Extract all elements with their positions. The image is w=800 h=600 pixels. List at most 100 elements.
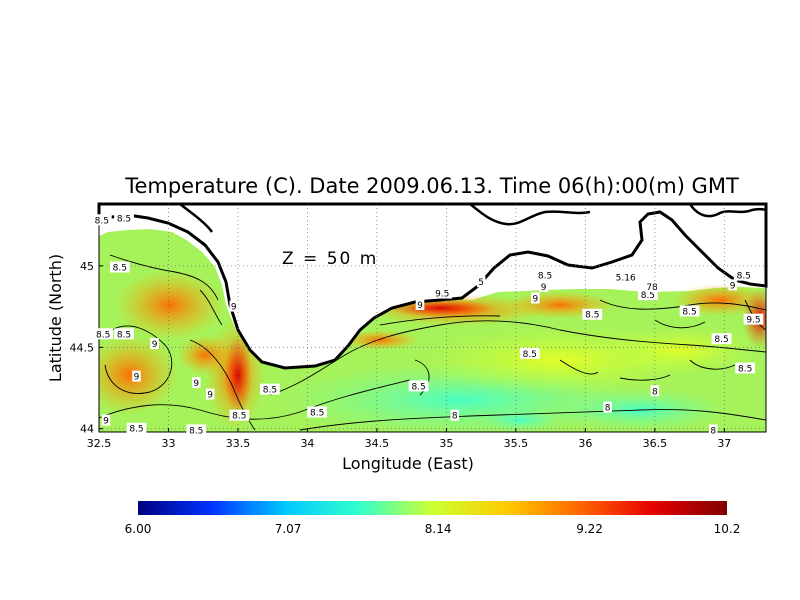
contour-label: 8.5 [263,386,277,396]
contour-label-bg [450,409,460,421]
y-tick-label: 44 [80,423,94,436]
contour-label-bg [229,409,250,421]
contour-label: 8.5 [714,335,728,345]
contour-label: 8.5 [538,272,552,282]
contour-label: 5 [478,278,484,288]
contour-label-bg [186,424,207,436]
y-axis-ticks: 44 44.5 45 [70,260,103,436]
colorbar-tick-label: 7.07 [275,522,302,536]
contour-label: 8 [605,404,611,414]
x-tick-label: 34.5 [365,437,390,450]
contour-label-bg [126,422,147,434]
contour-label: 9 [207,391,213,401]
contour-label-bg [582,308,603,320]
contour-label-bg [109,261,130,273]
x-tick-label: 32.5 [87,437,112,450]
contour-label-bg [93,328,114,340]
chart-title: Temperature (C). Date 2009.06.13. Time 0… [124,174,739,198]
contour-label: 8.5 [523,350,537,360]
crimea-land [97,202,768,370]
contour-label: 8.5 [96,330,110,340]
contour-label: 8.5 [310,408,324,418]
contour-label: 8.5 [95,216,109,226]
contour-label-bg [728,279,737,291]
contour-label-bg [408,380,429,392]
contour-label-bg [711,333,732,345]
contour-labels: 8.5 8.58.58.5 8.59998.59998.58.58.58.59.59… [91,212,764,436]
contour-label-bg [519,347,540,359]
contour-label-bg [415,298,425,310]
contour-label-bg [679,305,700,317]
contour-label-bg [708,424,718,436]
contour-label-bg [91,214,112,226]
x-tick-label: 33.5 [226,437,251,450]
contour-label: 8.5 [738,364,752,374]
x-axis-label: Longitude (East) [342,454,474,473]
contour-label-bg [637,289,658,301]
contour-label-bg [612,271,639,283]
x-tick-label: 37 [717,437,731,450]
contour-label-bg [229,300,239,312]
contour-label: 9 [103,417,109,427]
contour-label-bg [191,377,201,389]
colorbar-tick-label: 9.22 [576,522,603,536]
colorbar-tick-label: 8.14 [425,522,452,536]
contour-label-bg [539,281,548,293]
contour-label-bg [132,370,141,382]
contour-label: 9 [532,294,538,304]
contour-label: 9 [193,379,199,389]
contour-label: 8.5 [232,412,246,422]
contour-label-bg [150,338,159,350]
contour-label: 8.5 [189,426,203,436]
contour-label: 8.5 [113,264,127,274]
contour-label: 8.5 [641,291,655,301]
contour-label-bg [735,362,756,374]
contour-label-bg [603,401,612,413]
contour-label: 9 [541,283,547,293]
contour-label-bg [531,292,540,304]
contour-label: 8.5 [585,311,599,321]
y-tick-label: 45 [80,260,94,273]
contour-label: 8.5 [737,272,751,282]
contour-label-bg [535,269,555,281]
contour-label: 9 [730,281,736,291]
plot-frame [98,203,767,433]
contour-label: 8.5 [117,330,131,340]
x-tick-label: 36.5 [643,437,668,450]
contour-label-bg [432,287,453,299]
contour-label-bg [260,383,280,395]
colorbar-tick-label: 6.00 [125,522,152,536]
contour-label: 78 [646,283,658,293]
contour-label-bg [476,276,486,288]
contour-label-bg [114,328,134,340]
contour-label-bg [101,414,111,426]
colorbar-labels: 6.00 7.07 8.14 9.22 10.2 [125,522,741,536]
contour-label-bg [650,385,660,397]
contour-label: 9.5 [746,316,760,326]
colorbar: 6.00 7.07 8.14 9.22 10.2 [125,501,741,536]
colorbar-bar [138,501,727,515]
contour-label-bg [307,406,328,418]
taman-shore [688,203,767,218]
contour-label-bg [743,313,764,325]
contour-label-bg [733,269,754,281]
y-tick-label: 44.5 [70,341,95,354]
contour-label: 8 [452,412,458,422]
colorbar-tick-label: 10.2 [714,522,741,536]
contour-label-bg [644,281,660,293]
x-tick-label: 33 [161,437,175,450]
coastline [97,202,768,370]
contour-label: 8.5 [129,425,143,435]
contour-label-bg [205,388,215,400]
depth-annotation: Z = 50 m [282,249,378,269]
contour-label: 9 [231,303,237,313]
contour-label-bg [114,212,134,224]
contour-label: 9.5 [435,290,449,300]
contour-label: 8 [710,426,716,436]
contour-label: 8.5 [411,382,425,392]
x-tick-label: 35.5 [504,437,529,450]
contour-label: 9 [134,373,140,383]
contour-label: 8 [652,387,658,397]
x-tick-label: 36 [578,437,592,450]
